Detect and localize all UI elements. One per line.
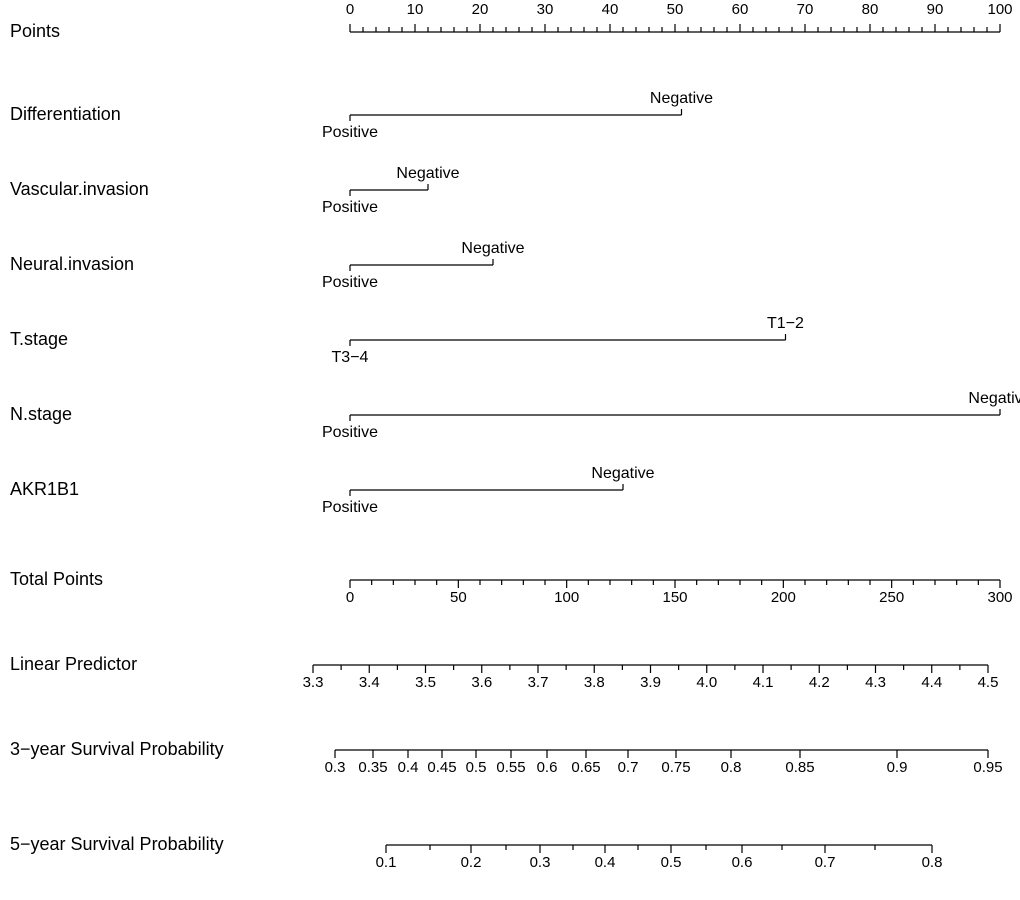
vascular-label: Vascular.invasion — [10, 179, 149, 199]
surv5-tick-label: 0.5 — [661, 854, 682, 871]
nomogram-chart: Points 0 10 20 30 40 50 60 70 80 90 100 Differentiat… — [0, 0, 1020, 900]
points-tick-label: 20 — [472, 1, 489, 18]
surv5-label: 5−year Survival Probability — [10, 834, 224, 854]
surv5-tick-label: 0.8 — [922, 854, 943, 871]
nstage-low-label: Positive — [322, 424, 378, 441]
total_points-tick-label: 50 — [450, 589, 467, 606]
points-tick-label: 60 — [732, 1, 749, 18]
surv3-tick-label: 0.8 — [721, 759, 742, 776]
points-label: Points — [10, 21, 60, 41]
points-tick-label: 40 — [602, 1, 619, 18]
surv3-tick-label: 0.65 — [571, 759, 600, 776]
akr1b1-label: AKR1B1 — [10, 479, 79, 499]
linear_predictor-tick-label: 4.4 — [921, 674, 942, 691]
surv5-tick-label: 0.7 — [815, 854, 836, 871]
surv3-tick-label: 0.75 — [661, 759, 690, 776]
linear_predictor-tick-label: 3.3 — [303, 674, 324, 691]
points-tick-label: 100 — [987, 1, 1012, 18]
akr1b1-low-label: Positive — [322, 499, 378, 516]
nstage-label: N.stage — [10, 404, 72, 424]
differentiation-label: Differentiation — [10, 104, 121, 124]
surv3-tick-label: 0.95 — [973, 759, 1002, 776]
total_points-tick-label: 200 — [771, 589, 796, 606]
surv5-tick-label: 0.3 — [530, 854, 551, 871]
surv3-tick-label: 0.4 — [398, 759, 419, 776]
total_points-tick-label: 100 — [554, 589, 579, 606]
points-tick-label: 90 — [927, 1, 944, 18]
points-tick-label: 0 — [346, 1, 354, 18]
surv3-tick-label: 0.85 — [785, 759, 814, 776]
linear_predictor-tick-label: 4.2 — [809, 674, 830, 691]
linear_predictor-label: Linear Predictor — [10, 654, 137, 674]
surv5-tick-label: 0.2 — [461, 854, 482, 871]
linear_predictor-tick-label: 4.1 — [753, 674, 774, 691]
linear_predictor-tick-label: 3.6 — [471, 674, 492, 691]
surv3-tick-label: 0.3 — [325, 759, 346, 776]
total_points-label: Total Points — [10, 569, 103, 589]
neural-low-label: Positive — [322, 274, 378, 291]
points-tick-label: 30 — [537, 1, 554, 18]
tstage-high-label: T1−2 — [767, 315, 804, 332]
total_points-tick-label: 300 — [987, 589, 1012, 606]
neural-label: Neural.invasion — [10, 254, 134, 274]
total_points-tick-label: 150 — [662, 589, 687, 606]
surv3-tick-label: 0.9 — [887, 759, 908, 776]
surv3-tick-label: 0.45 — [427, 759, 456, 776]
surv5-tick-label: 0.1 — [376, 854, 397, 871]
surv3-tick-label: 0.7 — [618, 759, 639, 776]
points-tick-label: 70 — [797, 1, 814, 18]
surv3-tick-label: 0.35 — [358, 759, 387, 776]
surv3-tick-label: 0.6 — [537, 759, 558, 776]
total_points-tick-label: 0 — [346, 589, 354, 606]
total_points-tick-label: 250 — [879, 589, 904, 606]
linear_predictor-tick-label: 4.3 — [865, 674, 886, 691]
tstage-low-label: T3−4 — [332, 349, 369, 366]
linear_predictor-tick-label: 3.5 — [415, 674, 436, 691]
surv5-tick-label: 0.4 — [595, 854, 616, 871]
surv5-tick-label: 0.6 — [732, 854, 753, 871]
linear_predictor-tick-label: 3.4 — [359, 674, 380, 691]
linear_predictor-tick-label: 4.5 — [978, 674, 999, 691]
surv3-label: 3−year Survival Probability — [10, 739, 224, 759]
akr1b1-high-label: Negative — [591, 465, 654, 482]
nstage-high-label: Negative — [968, 390, 1020, 407]
points-tick-label: 50 — [667, 1, 684, 18]
linear_predictor-tick-label: 4.0 — [696, 674, 717, 691]
points-tick-label: 10 — [407, 1, 424, 18]
vascular-low-label: Positive — [322, 199, 378, 216]
tstage-label: T.stage — [10, 329, 68, 349]
surv3-tick-label: 0.55 — [496, 759, 525, 776]
linear_predictor-tick-label: 3.9 — [640, 674, 661, 691]
linear_predictor-tick-label: 3.7 — [528, 674, 549, 691]
points-tick-label: 80 — [862, 1, 879, 18]
surv3-tick-label: 0.5 — [466, 759, 487, 776]
vascular-high-label: Negative — [396, 165, 459, 182]
linear_predictor-tick-label: 3.8 — [584, 674, 605, 691]
neural-high-label: Negative — [461, 240, 524, 257]
differentiation-high-label: Negative — [650, 90, 713, 107]
differentiation-low-label: Positive — [322, 124, 378, 141]
